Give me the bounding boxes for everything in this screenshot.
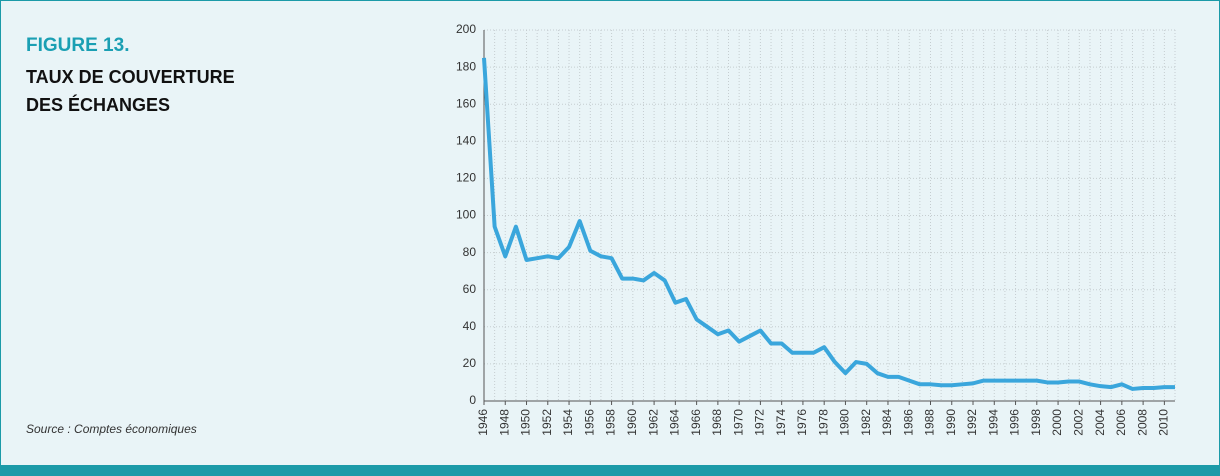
x-tick-label: 1990: [944, 409, 958, 436]
x-tick-label: 1968: [710, 409, 724, 436]
x-tick-label: 1992: [965, 409, 979, 436]
x-tick-label: 2008: [1135, 409, 1149, 436]
chart-title: TAUX DE COUVERTURE DES ÉCHANGES: [26, 67, 235, 115]
x-tick-label: 1946: [476, 409, 490, 436]
x-tick-label: 1954: [561, 409, 575, 436]
data-line: [482, 57, 1175, 391]
source: Source : Comptes économiques: [26, 422, 197, 436]
x-tick-label: 2010: [1157, 409, 1171, 436]
x-tick-label: 2000: [1050, 409, 1064, 436]
x-tick-label: 1994: [986, 409, 1000, 436]
x-tick-label: 1982: [859, 409, 873, 436]
x-tick-label: 1978: [816, 409, 830, 436]
x-tick-label: 1996: [1008, 409, 1022, 436]
x-tick-label: 2002: [1071, 409, 1085, 436]
title-line: TAUX DE COUVERTURE: [26, 67, 235, 87]
x-tick-label: 1950: [519, 409, 533, 436]
figure-label: FIGURE 13.: [26, 35, 129, 56]
x-tick-label: 1998: [1029, 409, 1043, 436]
y-tick-label: 140: [456, 133, 476, 147]
x-tick-label: 1962: [646, 409, 660, 436]
title-line: DES ÉCHANGES: [26, 94, 170, 115]
y-tick-label: 60: [463, 282, 477, 296]
x-tick-label: 1984: [880, 409, 894, 436]
y-tick-label: 120: [456, 171, 476, 185]
x-tick-label: 1970: [731, 409, 745, 436]
x-tick-label: 1972: [753, 409, 767, 436]
footer-bar: [0, 465, 1220, 476]
y-tick-label: 80: [463, 245, 477, 259]
x-tick-label: 1960: [625, 409, 639, 436]
x-tick-label: 1976: [795, 409, 809, 436]
y-tick-label: 40: [463, 319, 477, 333]
x-tick-label: 1958: [604, 409, 618, 436]
x-tick-label: 1952: [540, 409, 554, 436]
y-tick-label: 200: [456, 22, 476, 36]
y-tick-label: 0: [469, 393, 476, 407]
x-tick-label: 1948: [497, 409, 511, 436]
y-tick-label: 20: [463, 356, 477, 370]
x-tick-label: 2006: [1114, 409, 1128, 436]
x-tick-label: 1966: [689, 409, 703, 436]
x-tick-label: 1980: [838, 409, 852, 436]
x-tick-label: 1956: [582, 409, 596, 436]
x-tick-label: 1964: [668, 409, 682, 436]
y-tick-label: 100: [456, 208, 476, 222]
y-tick-label: 180: [456, 59, 476, 73]
x-tick-label: 2004: [1093, 409, 1107, 436]
x-tick-label: 1986: [901, 409, 915, 436]
y-tick-label: 160: [456, 96, 476, 110]
x-tick-label: 1988: [923, 409, 937, 436]
x-tick-label: 1974: [774, 409, 788, 436]
